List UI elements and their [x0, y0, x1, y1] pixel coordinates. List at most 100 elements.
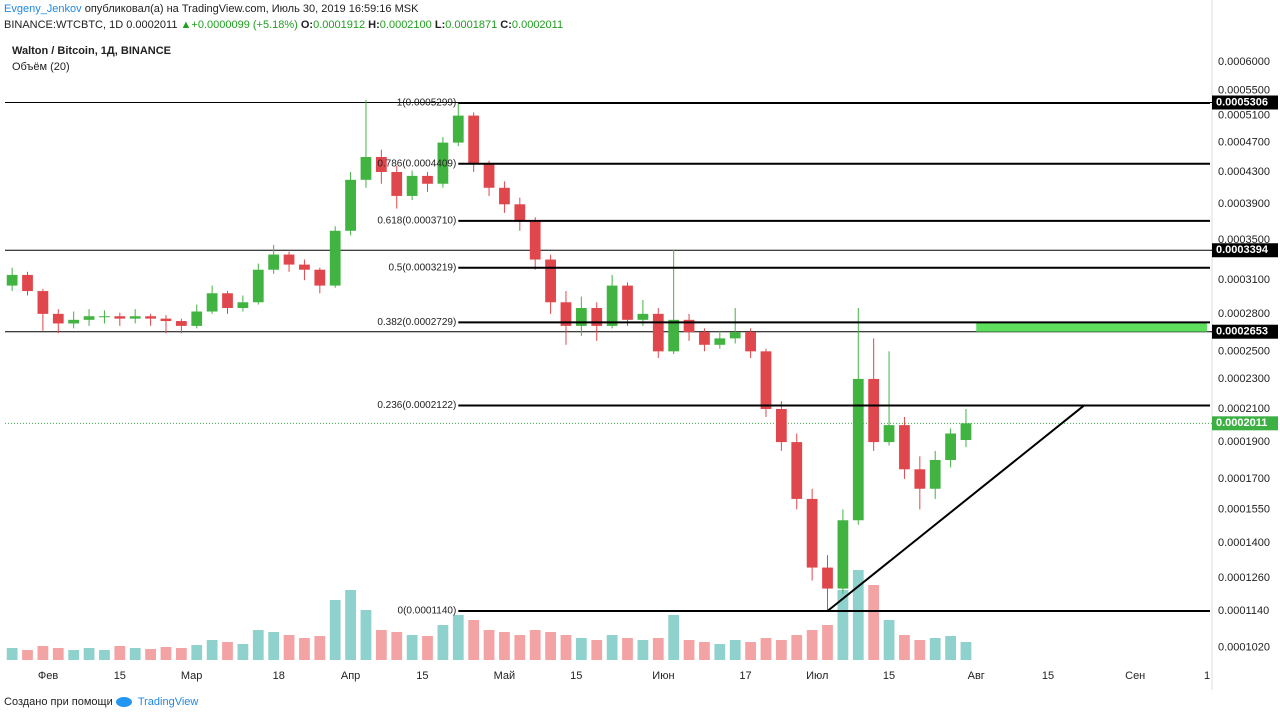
x-tick-label: Май	[494, 670, 516, 682]
volume-bar	[852, 570, 864, 660]
volume-bar	[960, 642, 972, 660]
volume-bar	[914, 640, 926, 660]
price-tag-bg	[1212, 416, 1278, 431]
y-tick-label: 0.0004700	[1218, 137, 1270, 149]
zone	[976, 322, 1207, 332]
volume-bar	[575, 638, 587, 660]
volume-bar	[591, 640, 603, 660]
y-tick-label: 0.0001550	[1218, 503, 1270, 515]
volume-bar	[191, 645, 203, 660]
volume-bar	[791, 635, 803, 660]
volume-bar	[945, 636, 956, 660]
fib-label: 0.5(0.0003219)	[388, 262, 456, 273]
x-tick-label: 15	[1042, 670, 1054, 682]
y-tick-label: 0.0005500	[1218, 85, 1270, 97]
candle-body	[514, 204, 526, 222]
volume-bar	[529, 630, 541, 660]
volume-bar	[806, 630, 818, 660]
candle-body	[591, 308, 603, 326]
volume-bar	[760, 638, 772, 660]
volume-bar	[237, 644, 249, 660]
footer: Создано при помощи TradingView	[4, 696, 198, 708]
candle-body	[945, 433, 956, 460]
candle-body	[622, 285, 633, 320]
fib-label: 0.786(0.0004409)	[377, 158, 456, 169]
volume-bar	[745, 642, 756, 660]
volume-bar	[37, 646, 49, 660]
volume-bar	[514, 635, 526, 660]
candle-body	[391, 172, 403, 196]
candle-body	[145, 316, 156, 319]
volume-bar	[622, 638, 633, 660]
trendline	[826, 404, 1085, 612]
volume-bar	[299, 638, 310, 660]
fib-label: 0.236(0.0002122)	[377, 400, 456, 411]
candle-body	[468, 115, 480, 165]
volume-bar	[99, 650, 110, 660]
x-tick-label: 15	[114, 670, 126, 682]
volume-bar	[668, 615, 680, 660]
candle-body	[114, 316, 126, 319]
symbol: BINANCE:WTCBTC, 1D	[4, 19, 124, 31]
volume-bar	[837, 590, 849, 660]
y-tick-label: 0.0003900	[1218, 198, 1270, 210]
candle-body	[268, 254, 280, 270]
volume-bar	[437, 625, 449, 660]
candle-body	[422, 175, 433, 184]
x-tick-label: 15	[570, 670, 582, 682]
candle-body	[575, 308, 587, 326]
candle-body	[775, 408, 787, 443]
o: 0.0001912	[313, 19, 366, 31]
price-tag: 0.0005306	[1216, 96, 1268, 108]
candle-body	[545, 259, 556, 303]
volume-bar	[545, 632, 556, 660]
author[interactable]: Evgeny_Jenkov	[4, 3, 82, 15]
y-tick-label: 0.0002800	[1218, 308, 1270, 320]
volume-bar	[683, 640, 695, 660]
candle-body	[83, 316, 95, 320]
volume-bar	[652, 638, 664, 660]
y-tick-label: 0.0001700	[1218, 473, 1270, 485]
candle-body	[406, 175, 418, 196]
volume-bar	[252, 630, 264, 660]
x-tick-label: Сен	[1125, 670, 1145, 682]
volume-bar	[560, 635, 572, 660]
chart-title: Walton / Bitcoin, 1Д, BINANCE	[12, 45, 171, 57]
x-tick-label: 15	[883, 670, 895, 682]
candle-body	[314, 269, 326, 286]
candle-body	[529, 221, 541, 260]
candle-body	[699, 332, 710, 345]
volume-bar	[883, 620, 895, 660]
volume-bar	[483, 630, 495, 660]
x-tick-label: Мар	[181, 670, 203, 682]
candle-body	[329, 230, 341, 286]
y-tick-label: 0.0002300	[1218, 373, 1270, 385]
candle-body	[791, 442, 803, 499]
chart-subtitle: Объём (20)	[12, 61, 70, 73]
candle-body	[837, 520, 849, 589]
l-label: L:	[434, 19, 446, 31]
candle-body	[175, 321, 187, 326]
tv-logo	[116, 697, 132, 707]
x-tick-label: 17	[739, 670, 751, 682]
header-line-2: BINANCE:WTCBTC, 1D 0.0002011 ▲+0.0000099…	[4, 19, 563, 31]
volume-bar	[129, 648, 141, 660]
volume-bar	[22, 650, 33, 660]
c: 0.0002011	[511, 19, 564, 31]
volume-bar	[406, 635, 418, 660]
footer-brand[interactable]: TradingView	[137, 696, 199, 708]
candle-body	[560, 302, 572, 326]
volume-bar	[391, 632, 403, 660]
volume-bar	[422, 636, 433, 660]
candle-body	[191, 311, 203, 326]
x-tick-label: Июл	[806, 670, 828, 682]
volume-bar	[822, 625, 833, 660]
volume-bar	[52, 648, 64, 660]
x-tick-label: Июн	[652, 670, 674, 682]
y-tick-label: 0.0001260	[1218, 572, 1270, 584]
y-tick-label: 0.0003500	[1218, 234, 1270, 246]
volume-bar	[468, 620, 480, 660]
candle-body	[6, 274, 18, 286]
y-tick-label: 0.0004300	[1218, 166, 1270, 178]
volume-bar	[637, 640, 649, 660]
